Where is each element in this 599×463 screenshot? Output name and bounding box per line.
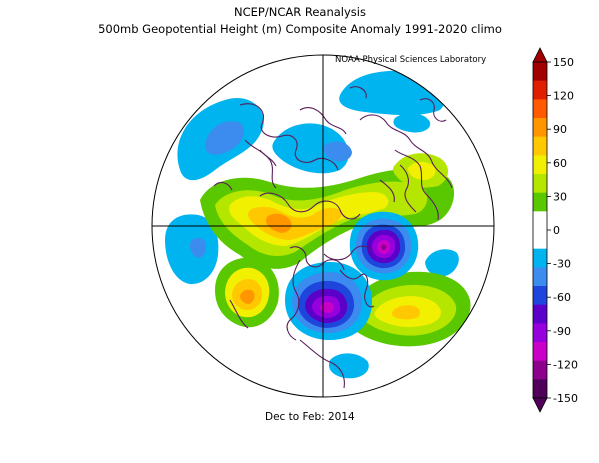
colorbar-swatch — [533, 80, 547, 100]
colorbar-tick-label: -120 — [553, 358, 578, 371]
map-subtitle: 500mb Geopotential Height (m) Composite … — [98, 22, 502, 36]
colorbar-tick-label: 30 — [553, 190, 567, 203]
colorbar-tick-label: -90 — [553, 325, 571, 338]
positive-anomaly-east-pacific — [215, 257, 279, 328]
credit-label: NOAA Physical Sciences Laboratory — [335, 55, 487, 65]
colorbar-swatch — [533, 286, 547, 305]
colorbar-max-arrow — [532, 47, 548, 63]
colorbar-swatch — [533, 342, 547, 361]
colorbar-min-arrow — [532, 397, 548, 413]
colorbar-swatch — [533, 379, 547, 399]
period-label: Dec to Feb: 2014 — [265, 411, 355, 423]
map-title: NCEP/NCAR Reanalysis — [234, 5, 366, 19]
map-grid — [152, 55, 494, 397]
colorbar-swatch — [533, 174, 547, 193]
colorbar-swatch — [533, 155, 547, 175]
colorbar-tick-label: 120 — [553, 90, 574, 103]
anomaly-fields — [152, 55, 494, 397]
colorbar-tick-label: 0 — [553, 224, 560, 237]
colorbar-tick-label: 150 — [553, 56, 574, 69]
colorbar-swatch — [533, 211, 547, 231]
negative-anomaly-north-america — [285, 262, 372, 340]
colorbar-tick-label: -60 — [553, 291, 571, 304]
negative-anomaly-pacific — [165, 214, 219, 285]
colorbar-tick-label: -150 — [553, 392, 578, 405]
negative-anomaly-hudson — [349, 211, 419, 281]
colorbar-swatch — [533, 62, 547, 81]
colorbar-swatch — [533, 136, 547, 156]
colorbar-swatch — [533, 248, 547, 268]
coastlines — [213, 86, 453, 389]
colorbar-tick-label: -30 — [553, 258, 571, 271]
colorbar-swatch — [533, 304, 547, 324]
colorbar-tick-label: 60 — [553, 157, 567, 170]
colorbar-swatch — [533, 230, 547, 249]
colorbar-tick-label: 90 — [553, 123, 567, 136]
colorbar: 150 120 90 60 30 0 -30 -60 -90 -120 -150 — [532, 47, 578, 413]
colorbar-swatch — [533, 360, 547, 380]
colorbar-swatch — [533, 99, 547, 119]
colorbar-swatch — [533, 267, 547, 287]
positive-anomaly-atlantic — [348, 271, 471, 347]
colorbar-swatch — [533, 118, 547, 137]
colorbar-swatch — [533, 192, 547, 212]
colorbar-swatch — [533, 323, 547, 343]
map-border — [151, 54, 495, 398]
